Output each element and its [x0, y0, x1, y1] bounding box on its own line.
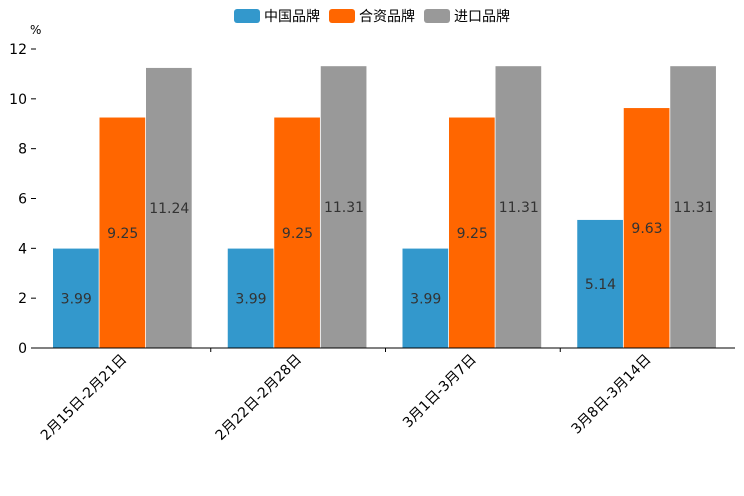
data-label: 11.31: [499, 200, 539, 216]
y-tick-label: 10: [9, 92, 27, 108]
bar: [99, 117, 146, 348]
bar: [53, 248, 99, 348]
x-category-label: 2月15日-2月21日: [38, 352, 130, 444]
y-axis-unit-label: %: [30, 23, 41, 37]
bar: [320, 66, 367, 348]
data-label: 9.25: [107, 226, 138, 242]
data-label: 3.99: [61, 291, 92, 307]
y-tick-label: 8: [18, 142, 27, 158]
data-label: 5.14: [585, 277, 616, 293]
x-category-label: 2月22日-2月28日: [213, 352, 305, 444]
data-label: 3.99: [410, 291, 441, 307]
data-label: 11.31: [324, 200, 364, 216]
bar: [495, 66, 542, 348]
bar: [146, 67, 192, 348]
data-label: 9.63: [631, 221, 662, 237]
y-tick-label: 2: [18, 291, 27, 307]
data-label: 11.31: [673, 200, 713, 216]
legend-label: 进口品牌: [454, 8, 510, 25]
legend-swatch: [329, 9, 355, 23]
legend-swatch: [234, 9, 260, 23]
y-axis: 0 2 4 6 8 10 12: [9, 42, 36, 357]
bar: [670, 66, 716, 348]
bars: 3.99 9.25 11.24 3.99 9.25 11.31 3.99 9.25 11.31 5…: [53, 66, 716, 349]
x-category-label: 3月8日-3月14日: [568, 352, 654, 438]
bar: [577, 219, 623, 348]
y-tick-label: 12: [9, 42, 27, 58]
data-label: 11.24: [149, 201, 189, 217]
legend-label: 合资品牌: [359, 8, 415, 25]
bar: [449, 117, 495, 348]
data-label: 9.25: [457, 226, 488, 242]
y-tick-label: 0: [18, 341, 27, 357]
bar: [274, 117, 320, 348]
bar: [227, 248, 274, 348]
x-category-label: 3月1日-3月7日: [400, 352, 480, 432]
bar: [623, 108, 670, 349]
legend: 中国品牌 合资品牌 进口品牌: [234, 8, 510, 25]
data-label: 3.99: [235, 291, 266, 307]
legend-swatch: [424, 9, 450, 23]
y-tick-label: 6: [18, 192, 27, 208]
y-tick-label: 4: [18, 241, 27, 257]
x-axis: 2月15日-2月21日 2月22日-2月28日 3月1日-3月7日 3月8日-3月14…: [36, 347, 735, 444]
bar: [402, 248, 449, 348]
legend-label: 中国品牌: [264, 8, 320, 25]
data-label: 9.25: [282, 226, 313, 242]
